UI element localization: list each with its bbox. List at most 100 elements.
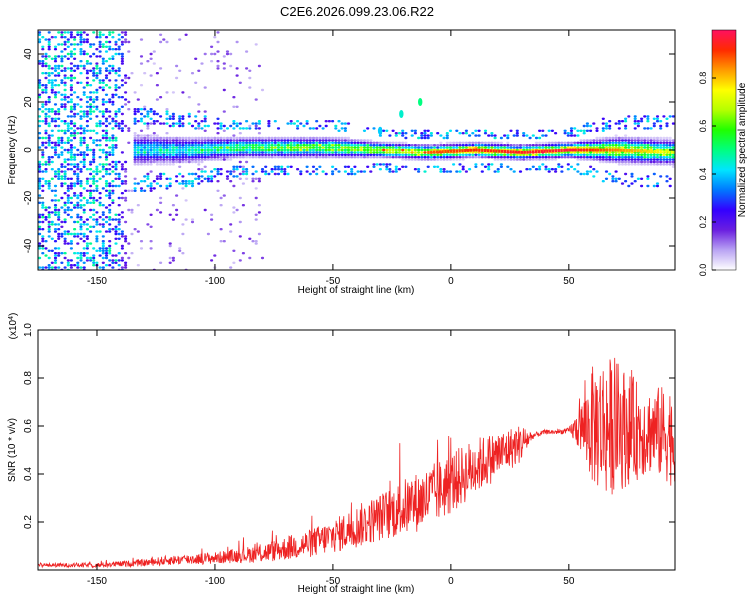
heatmap-cell	[117, 213, 121, 216]
heatmap-cell	[60, 43, 64, 46]
heatmap-cell	[143, 105, 147, 108]
heatmap-cell	[503, 144, 507, 147]
heatmap-cell	[149, 184, 153, 188]
heatmap-cell	[506, 136, 510, 140]
heatmap-cell	[38, 225, 42, 228]
heatmap-cell	[334, 139, 338, 142]
heatmap-cell	[369, 146, 373, 149]
heatmap-cell	[60, 105, 64, 108]
heatmap-cell	[257, 148, 261, 152]
heatmap-cell	[305, 156, 309, 159]
heatmap-cell	[143, 139, 147, 142]
heatmap-cell	[69, 259, 73, 262]
heatmap-cell	[569, 141, 574, 144]
heatmap-cell	[426, 134, 430, 137]
heatmap-cell	[66, 206, 70, 209]
heatmap-cell	[611, 146, 615, 149]
heatmap-x-axis-label: Height of straight line (km)	[298, 285, 415, 296]
x-tick-label: 50	[563, 276, 575, 287]
heatmap-cell	[136, 151, 140, 154]
heatmap-cell	[286, 141, 290, 144]
heatmap-cell	[636, 124, 640, 128]
heatmap-cell	[50, 146, 54, 149]
heatmap-cell	[267, 172, 271, 176]
heatmap-cell	[404, 144, 408, 147]
heatmap-cell	[509, 153, 513, 156]
heatmap-cell	[241, 146, 245, 149]
heatmap-cell	[139, 139, 144, 142]
heatmap-cell	[340, 141, 344, 144]
heatmap-cell	[149, 122, 153, 125]
heatmap-cell	[538, 156, 542, 159]
heatmap-cell	[356, 153, 360, 156]
heatmap-cell	[92, 98, 96, 101]
heatmap-cell	[44, 120, 48, 123]
heatmap-cell	[401, 134, 405, 137]
heatmap-cell	[611, 151, 615, 154]
heatmap-ridge-cell	[591, 148, 594, 152]
heatmap-cell	[66, 124, 70, 128]
heatmap-cell	[47, 134, 51, 137]
heatmap-cell	[257, 141, 261, 144]
heatmap-cell	[216, 122, 220, 125]
heatmap-cell	[560, 153, 564, 156]
heatmap-cell	[550, 129, 554, 132]
heatmap-cell	[124, 160, 128, 164]
heatmap-cell	[668, 160, 672, 164]
heatmap-cell	[235, 156, 239, 159]
heatmap-cell	[276, 151, 281, 154]
heatmap-cell	[57, 31, 61, 34]
heatmap-cell	[238, 160, 242, 164]
heatmap-ridge-cell	[551, 149, 555, 153]
heatmap-cell	[289, 148, 293, 152]
heatmap-cell	[104, 163, 109, 166]
heatmap-cell	[133, 136, 137, 140]
heatmap-cell	[89, 242, 93, 245]
heatmap-cell	[461, 153, 465, 156]
heatmap-cell	[487, 163, 491, 166]
heatmap-cell	[143, 115, 147, 118]
heatmap-cell	[85, 252, 89, 255]
heatmap-cell	[101, 122, 105, 125]
heatmap-cell	[82, 158, 86, 161]
heatmap-ridge-cell	[534, 150, 538, 154]
heatmap-cell	[538, 146, 542, 149]
heatmap-cell	[139, 148, 144, 152]
heatmap-ridge-cell	[464, 149, 467, 152]
heatmap-cell	[662, 153, 666, 156]
heatmap-cell	[111, 170, 115, 173]
heatmap-cell	[53, 151, 58, 154]
heatmap-cell	[79, 252, 83, 255]
heatmap-cell	[82, 153, 86, 156]
heatmap-cell	[608, 136, 612, 140]
heatmap-cell	[417, 151, 421, 154]
heatmap-cell	[225, 50, 230, 53]
heatmap-cell	[206, 141, 210, 144]
heatmap-cell	[117, 110, 121, 113]
heatmap-cell	[206, 156, 210, 159]
heatmap-cell	[104, 180, 109, 183]
heatmap-cell	[38, 256, 42, 260]
heatmap-cell	[595, 153, 599, 156]
heatmap-cell	[617, 156, 621, 159]
heatmap-cell	[547, 146, 551, 149]
heatmap-cell	[490, 141, 494, 144]
heatmap-cell	[139, 146, 144, 149]
heatmap-cell	[257, 139, 261, 142]
heatmap-cell	[168, 244, 172, 248]
heatmap-cell	[276, 146, 281, 149]
snr-panel: -150 -100 -50 0 50 0.20.40.60.81.0 Height of…	[7, 313, 676, 595]
heatmap-cell	[168, 163, 172, 166]
heatmap-cell	[334, 146, 338, 149]
heatmap-cell	[41, 189, 45, 192]
heatmap-cell	[659, 175, 663, 178]
heatmap-cell	[219, 141, 223, 144]
heatmap-cell	[260, 136, 265, 140]
heatmap-cell	[155, 182, 159, 185]
heatmap-cell	[238, 127, 242, 130]
heatmap-cell	[499, 165, 503, 168]
heatmap-cell	[413, 146, 417, 149]
heatmap-cell	[487, 134, 491, 137]
heatmap-cell	[178, 172, 182, 176]
heatmap-cell	[311, 141, 316, 144]
